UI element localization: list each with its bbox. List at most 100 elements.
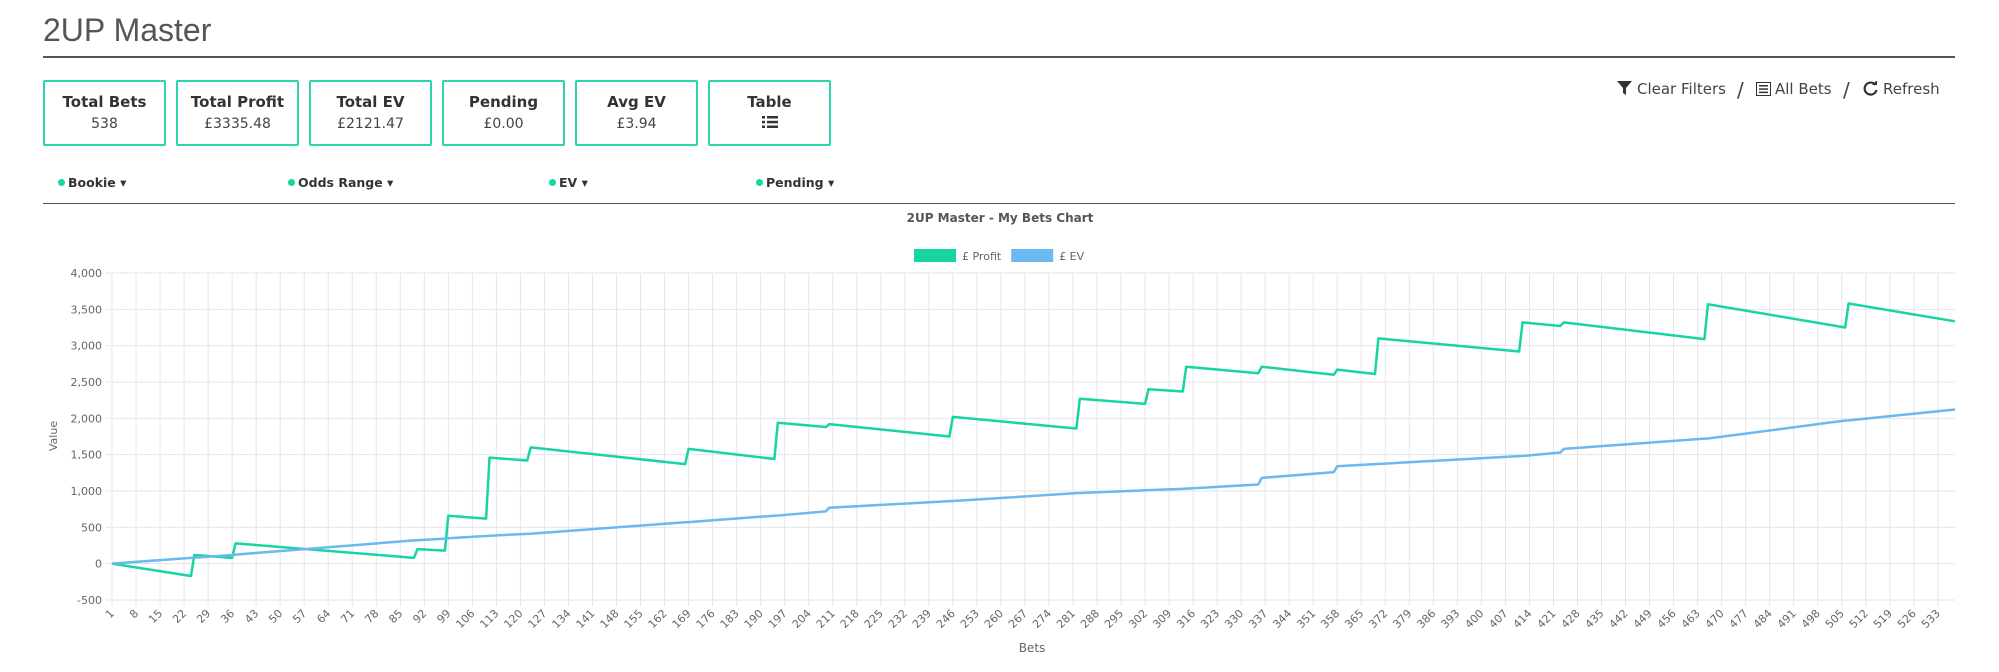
x-tick-label: 183	[718, 607, 742, 631]
chart: 2UP Master - My Bets Chart Bets Value -5…	[47, 211, 1956, 655]
x-tick-label: 351	[1294, 607, 1318, 631]
x-tick-label: 295	[1102, 607, 1126, 631]
y-tick-label: 3,000	[71, 340, 103, 353]
x-tick-label: 43	[242, 607, 261, 626]
card-label: Pending	[468, 93, 539, 111]
x-tick-label: 92	[410, 607, 429, 626]
x-tick-label: 15	[146, 607, 165, 626]
card-label: Table	[747, 93, 792, 111]
x-tick-label: 8	[127, 607, 141, 621]
x-tick-label: 246	[934, 607, 958, 631]
x-tick-label: 36	[218, 607, 237, 626]
list-icon	[1756, 82, 1771, 96]
table-button[interactable]: Table	[708, 80, 831, 146]
x-tick-label: 22	[170, 607, 189, 626]
stat-card: Avg EV £3.94	[575, 80, 698, 146]
x-tick-label: 442	[1607, 607, 1631, 631]
x-tick-label: 190	[742, 607, 766, 631]
card-value: £3.94	[616, 116, 657, 132]
x-tick-label: 162	[646, 607, 670, 631]
x-tick-label: 78	[362, 607, 381, 626]
filter-dropdown[interactable]: Odds Range ▾	[288, 175, 393, 190]
x-tick-label: 414	[1511, 607, 1535, 631]
legend-swatch	[1011, 249, 1054, 262]
card-value: £3335.48	[204, 116, 271, 132]
x-tick-label: 71	[338, 607, 357, 626]
filter-icon	[1617, 81, 1632, 95]
legend-swatch	[914, 249, 956, 262]
card-label: Total EV	[336, 93, 405, 111]
x-tick-label: 400	[1462, 607, 1486, 631]
x-tick-label: 365	[1342, 607, 1366, 631]
filter-dropdown[interactable]: EV ▾	[549, 175, 588, 190]
x-tick-label: 393	[1438, 607, 1462, 631]
x-tick-label: 484	[1751, 607, 1775, 631]
x-tick-label: 211	[814, 607, 838, 631]
x-tick-label: 169	[670, 607, 694, 631]
list-icon	[761, 116, 778, 128]
x-tick-label: 463	[1679, 607, 1703, 631]
x-tick-label: 64	[314, 607, 333, 626]
y-axis-label: Value	[47, 421, 60, 451]
x-tick-label: 330	[1222, 607, 1246, 631]
y-tick-label: 3,500	[71, 303, 103, 316]
x-tick-label: 155	[622, 607, 646, 631]
y-tick-label: 500	[81, 521, 102, 534]
x-tick-label: 253	[958, 607, 982, 631]
x-tick-label: 526	[1895, 607, 1919, 631]
separator: /	[1843, 78, 1850, 102]
x-tick-label: 225	[862, 607, 886, 631]
filter-label: Bookie	[68, 175, 116, 190]
x-tick-label: 407	[1486, 607, 1510, 631]
filter-label: EV	[559, 175, 578, 190]
x-tick-label: 267	[1006, 607, 1030, 631]
x-tick-label: 57	[290, 607, 309, 626]
filter-dropdown[interactable]: Bookie ▾	[58, 175, 126, 190]
x-tick-label: 533	[1919, 607, 1943, 631]
refresh-button[interactable]: Refresh	[1883, 80, 1940, 98]
x-tick-label: 498	[1799, 607, 1823, 631]
x-tick-label: 50	[266, 607, 285, 626]
x-tick-label: 197	[766, 607, 790, 631]
filter-label: Odds Range	[298, 175, 383, 190]
series-line	[111, 302, 1956, 578]
y-tick-label: 1,000	[71, 485, 103, 498]
card-label: Total Bets	[62, 93, 147, 111]
x-tick-label: 421	[1535, 607, 1559, 631]
x-tick-label: 141	[574, 607, 598, 631]
stat-card: Total EV £2121.47	[309, 80, 432, 146]
y-tick-label: 2,000	[71, 412, 103, 425]
all-bets-button[interactable]: All Bets	[1775, 80, 1832, 98]
y-tick-label: -500	[77, 594, 102, 607]
divider	[43, 203, 1955, 204]
card-label: Avg EV	[607, 93, 666, 111]
card-value: 538	[91, 116, 118, 132]
clear-filters-button[interactable]: Clear Filters	[1637, 80, 1726, 98]
divider	[43, 56, 1955, 58]
x-tick-label: 449	[1631, 607, 1655, 631]
x-tick-label: 477	[1727, 607, 1751, 631]
filter-dropdown[interactable]: Pending ▾	[756, 175, 834, 190]
x-tick-label: 302	[1126, 607, 1150, 631]
chart-title: 2UP Master - My Bets Chart	[907, 211, 1094, 225]
x-tick-label: 316	[1174, 607, 1198, 631]
x-tick-label: 1	[103, 607, 117, 621]
y-tick-label: 0	[95, 558, 102, 571]
legend-label: £ Profit	[962, 250, 1002, 263]
x-tick-label: 99	[434, 607, 453, 626]
x-tick-label: 120	[501, 607, 525, 631]
x-tick-label: 85	[386, 607, 405, 626]
x-tick-label: 470	[1703, 607, 1727, 631]
x-tick-label: 106	[453, 607, 477, 631]
x-tick-label: 239	[910, 607, 934, 631]
x-tick-label: 134	[550, 607, 574, 631]
card-value: £2121.47	[337, 116, 404, 132]
x-tick-label: 309	[1150, 607, 1174, 631]
y-tick-label: 2,500	[71, 376, 103, 389]
x-tick-label: 127	[526, 607, 550, 631]
x-tick-label: 372	[1366, 607, 1390, 631]
x-tick-label: 204	[790, 607, 814, 631]
x-tick-label: 491	[1775, 607, 1799, 631]
x-tick-label: 337	[1246, 607, 1270, 631]
